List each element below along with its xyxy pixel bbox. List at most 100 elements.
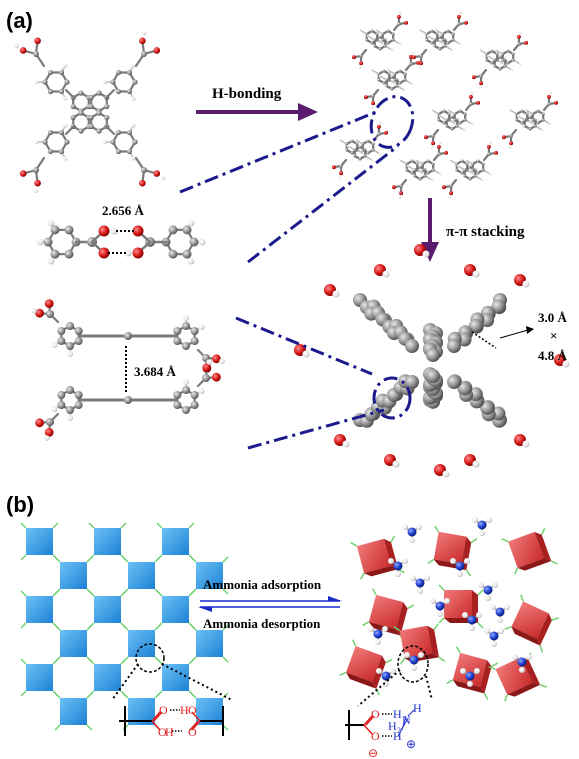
hydrogen-atom bbox=[480, 178, 484, 182]
hydrogen-atom bbox=[358, 28, 362, 32]
hydrogen-atom bbox=[342, 440, 350, 448]
oxygen-atom bbox=[44, 299, 54, 308]
hydrogen-atom bbox=[469, 625, 475, 631]
carbon-atom bbox=[190, 327, 199, 335]
hydrogen-atom bbox=[458, 11, 462, 15]
carbon-atom bbox=[375, 32, 379, 36]
carbon-atom bbox=[449, 184, 453, 188]
carbon-atom bbox=[96, 90, 102, 96]
carbon-atom bbox=[430, 29, 434, 33]
hydrogen-atom bbox=[131, 123, 136, 128]
panel-a-label: (a) bbox=[6, 8, 33, 33]
oxygen-atom bbox=[524, 40, 529, 45]
carbon-atom bbox=[471, 162, 475, 166]
hydrogen-atom bbox=[131, 96, 136, 101]
linker bbox=[188, 590, 195, 597]
hydrogen-atom bbox=[488, 141, 492, 145]
linker bbox=[154, 556, 161, 563]
right-O-bot: O bbox=[371, 729, 380, 743]
hydrogen-atom bbox=[378, 74, 382, 78]
nitrogen-atom bbox=[517, 657, 527, 667]
linker bbox=[120, 590, 127, 597]
linker bbox=[222, 656, 229, 663]
right-ammonium-schematic: O H O H H 2 N H ⊕ ⊖ bbox=[345, 701, 422, 759]
carbon-atom bbox=[391, 32, 395, 36]
linker bbox=[154, 624, 161, 631]
carbon-atom bbox=[182, 249, 192, 259]
hydrogen-atom bbox=[508, 145, 512, 149]
carbon-atom bbox=[173, 327, 182, 335]
carbon-atom bbox=[426, 348, 440, 362]
carbon-atom bbox=[465, 162, 469, 166]
carbon-atom bbox=[443, 44, 447, 48]
linker bbox=[351, 639, 357, 647]
carbon-atom bbox=[33, 51, 39, 57]
hydrogen-atom bbox=[103, 140, 107, 144]
hydrogen-atom bbox=[476, 612, 482, 618]
linker bbox=[513, 567, 519, 575]
carbon-atom bbox=[517, 42, 521, 46]
carbon-atom bbox=[409, 62, 413, 66]
carbon-atom bbox=[520, 109, 524, 113]
carbon-atom bbox=[446, 41, 450, 45]
oxygen-atom bbox=[35, 418, 44, 428]
hydrogen-atom bbox=[430, 145, 434, 149]
linker bbox=[52, 522, 59, 529]
hydrogen-atom bbox=[548, 91, 552, 95]
hydrogen-atom bbox=[370, 105, 374, 109]
linker bbox=[20, 590, 27, 597]
carbon-atom bbox=[366, 151, 370, 155]
left-hbond-schematic: O H O O H O bbox=[119, 703, 224, 739]
hydrogen-atom bbox=[448, 195, 452, 199]
blue-block bbox=[162, 664, 189, 691]
blue-block bbox=[94, 664, 121, 691]
hydrogen-atom bbox=[398, 195, 402, 199]
carbon-atom bbox=[498, 67, 502, 71]
linker bbox=[399, 657, 406, 665]
hydrogen-atom bbox=[438, 141, 442, 145]
hydrogen-atom bbox=[562, 360, 570, 368]
carbon-atom bbox=[455, 162, 459, 166]
oxygen-atom bbox=[153, 170, 161, 177]
hydrogen-atom bbox=[444, 598, 450, 604]
carbon-atom bbox=[47, 148, 54, 155]
carbon-atom bbox=[480, 400, 495, 415]
right-zoom-callout bbox=[357, 645, 433, 707]
hydrogen-atom bbox=[395, 571, 401, 577]
carbon-atom bbox=[386, 29, 390, 33]
oxygen-atom bbox=[371, 101, 376, 106]
carbon-atom bbox=[506, 61, 510, 65]
carbon-atom bbox=[468, 165, 472, 169]
linker bbox=[504, 626, 512, 630]
carbon-atom bbox=[498, 55, 502, 59]
hydrogen-atom bbox=[494, 48, 498, 52]
hydrogen-atom bbox=[486, 54, 490, 58]
hydrogen-atom bbox=[383, 681, 389, 687]
carbon-atom bbox=[423, 174, 427, 178]
blue-block bbox=[162, 596, 189, 623]
hydrogen-atom bbox=[402, 88, 406, 92]
hydrogen-atom bbox=[131, 156, 136, 161]
carbon-atom bbox=[88, 114, 94, 121]
carbon-atom bbox=[88, 94, 94, 101]
hydrogen-atom bbox=[504, 604, 510, 610]
carbon-atom bbox=[421, 168, 425, 172]
hydrogen-atom bbox=[492, 582, 498, 588]
oxygen-atom bbox=[212, 372, 221, 382]
carbon-atom bbox=[74, 337, 83, 345]
oxygen-atom bbox=[34, 179, 41, 187]
nitrogen-atom bbox=[467, 615, 477, 625]
hydrogen-atom bbox=[404, 652, 410, 658]
carbon-atom bbox=[64, 249, 74, 259]
h-bonded-network bbox=[331, 11, 559, 199]
red-block bbox=[488, 652, 548, 702]
linker bbox=[88, 522, 95, 529]
carbon-atom bbox=[386, 41, 390, 45]
hydrogen-atom bbox=[390, 48, 394, 52]
carbon-atom bbox=[463, 174, 467, 178]
carbon-atom bbox=[387, 72, 391, 76]
carbon-atom bbox=[104, 114, 110, 121]
left-O3: O bbox=[158, 725, 167, 739]
hydrogen-atom bbox=[103, 80, 107, 84]
carbon-atom bbox=[413, 174, 417, 178]
